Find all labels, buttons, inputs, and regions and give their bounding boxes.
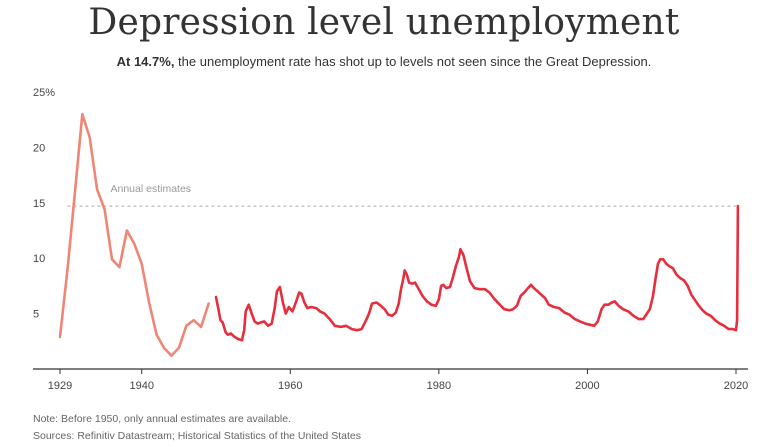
y-tick-label: 10 [33, 253, 45, 265]
chart-title: Depression level unemployment [88, 2, 680, 43]
x-tick-label: 1929 [48, 380, 72, 392]
annual-series-line [58, 112, 210, 358]
x-tick-label: 2000 [575, 380, 599, 392]
subtitle-highlight: At 14.7%, [116, 54, 175, 69]
x-tick-label: 1960 [278, 380, 302, 392]
reference-label: Annual estimates [111, 183, 192, 195]
y-tick-label: 15 [33, 198, 45, 210]
x-tick-label: 1940 [129, 380, 153, 392]
subtitle-text: the unemployment rate has shot up to lev… [174, 54, 652, 69]
chart-sources: Sources: Refinitiv Datastream; Historica… [33, 430, 361, 442]
monthly-series-line [214, 204, 740, 342]
chart-subtitle: At 14.7%, the unemployment rate has shot… [0, 54, 768, 69]
chart-note: Note: Before 1950, only annual estimates… [33, 413, 291, 425]
y-tick-label: 5 [33, 309, 39, 321]
x-tick-label: 2020 [724, 380, 748, 392]
y-tick-label: 25% [33, 87, 55, 99]
x-tick-label: 1980 [427, 380, 451, 392]
y-tick-label: 20 [33, 142, 45, 154]
